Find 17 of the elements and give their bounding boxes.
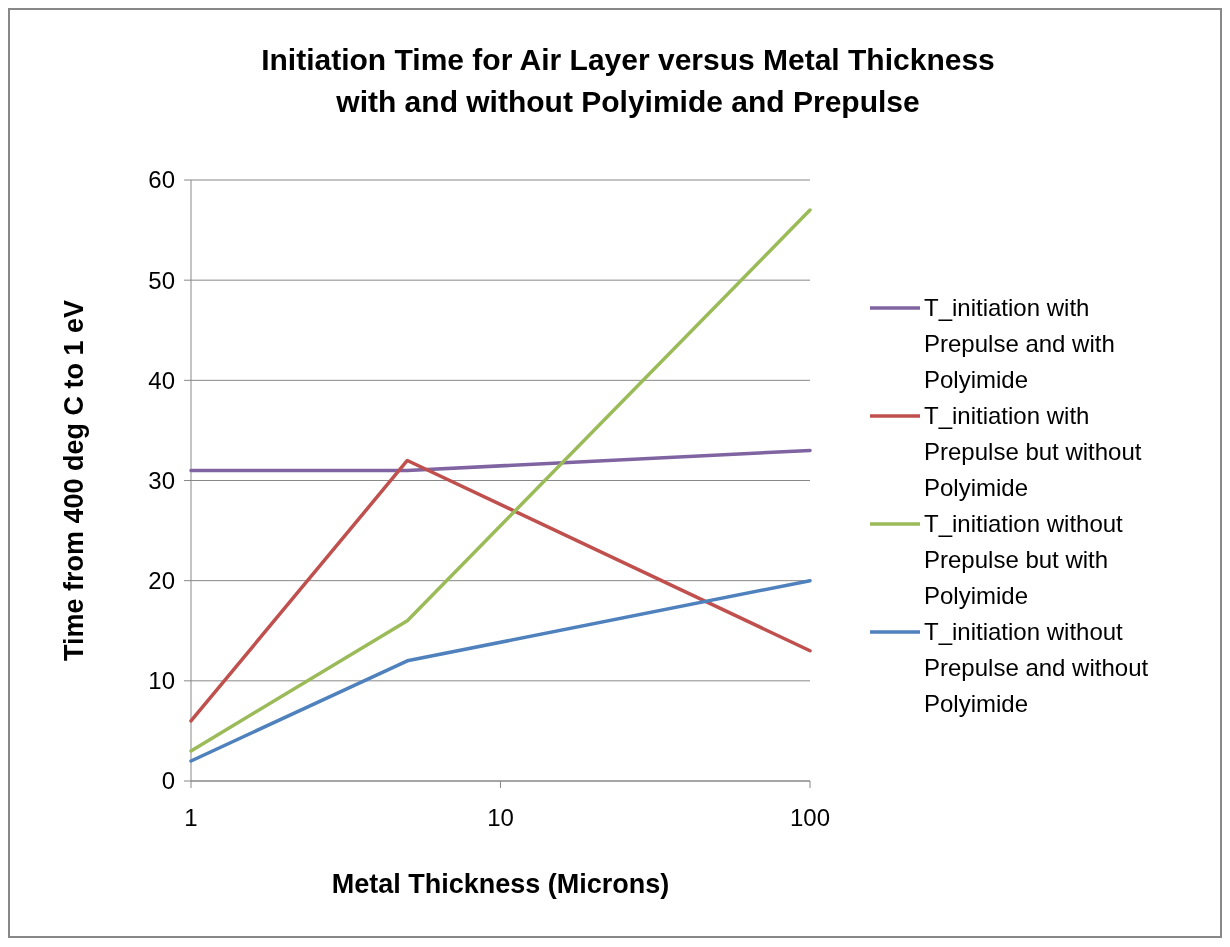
x-axis-title: Metal Thickness (Microns) xyxy=(331,869,670,899)
legend-label: T_initiation with Prepulse and with Polyimide xyxy=(924,294,1115,394)
chart-title: Initiation Time for Air Layer versus Metal Thickness with and without Polyimide and Prepulse xyxy=(261,43,995,118)
y-tick-label: 50 xyxy=(148,266,175,294)
y-tick-label: 20 xyxy=(148,567,175,595)
y-tick-label: 10 xyxy=(148,667,175,695)
x-tick-label: 10 xyxy=(487,804,514,831)
y-tick-label: 60 xyxy=(148,166,175,194)
x-tick-label: 1 xyxy=(184,804,198,831)
x-tick-label: 100 xyxy=(789,804,831,831)
y-axis-title: Time from 400 deg C to 1 eV xyxy=(59,299,89,662)
y-tick-label: 40 xyxy=(148,366,175,394)
legend-label: T_initiation without Prepulse and without Polyimide xyxy=(924,618,1149,718)
legend-label: T_initiation with Prepulse but without Polyimide xyxy=(924,402,1142,502)
y-tick-label: 30 xyxy=(148,466,175,494)
legend-label: T_initiation without Prepulse but with Polyimide xyxy=(924,510,1124,610)
y-tick-label: 0 xyxy=(161,767,175,795)
